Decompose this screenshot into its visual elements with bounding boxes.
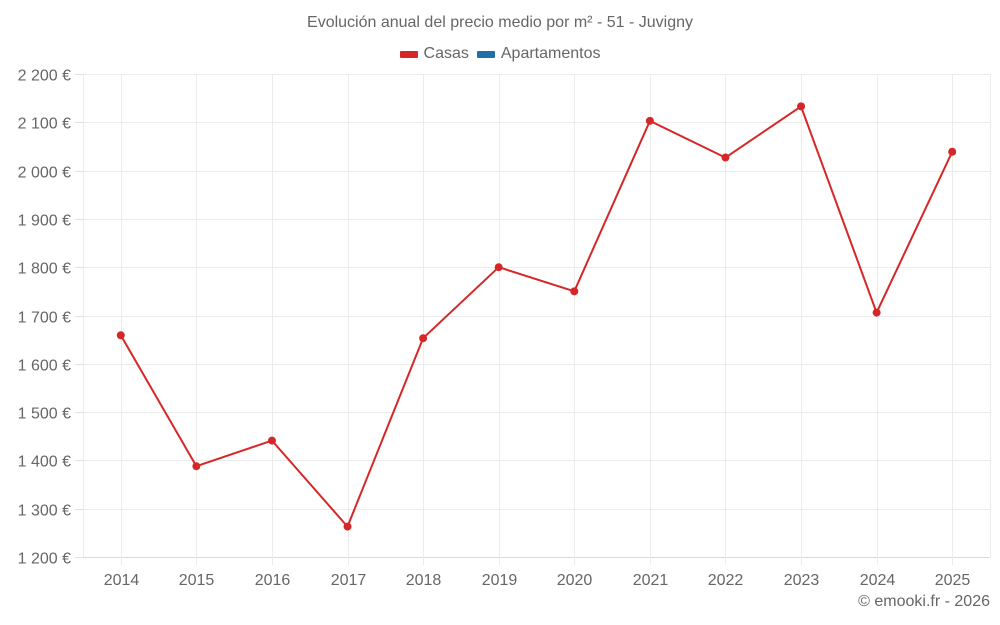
legend-swatch-apartamentos xyxy=(476,50,495,58)
x-tick-label: 2018 xyxy=(406,572,442,589)
y-tick-label: 2 000 € xyxy=(18,165,71,182)
x-tick-label: 2022 xyxy=(708,572,744,589)
grid xyxy=(75,74,991,565)
x-tick-label: 2017 xyxy=(331,572,367,589)
y-tick-label: 1 800 € xyxy=(18,261,71,278)
data-point[interactable] xyxy=(948,147,957,156)
data-point[interactable] xyxy=(267,436,276,445)
y-tick-label: 1 700 € xyxy=(18,310,71,327)
series-line xyxy=(119,105,954,528)
y-tick-label: 1 600 € xyxy=(18,358,71,375)
y-tick-label: 2 100 € xyxy=(18,116,71,133)
legend-item-apartamentos[interactable]: Apartamentos xyxy=(476,45,601,63)
chart-title: Evolución anual del precio medio por m² … xyxy=(307,14,693,31)
y-tick-label: 1 900 € xyxy=(18,213,71,230)
x-tick-label: 2015 xyxy=(179,572,215,589)
data-point[interactable] xyxy=(192,462,201,471)
data-point[interactable] xyxy=(116,331,125,340)
data-point[interactable] xyxy=(645,116,654,125)
y-tick-label: 1 400 € xyxy=(18,454,71,471)
x-tick-label: 2016 xyxy=(255,572,291,589)
y-tick-label: 1 200 € xyxy=(18,551,71,568)
data-point[interactable] xyxy=(494,263,503,272)
y-tick-label: 1 500 € xyxy=(18,406,71,423)
y-tick-label: 2 200 € xyxy=(18,68,71,85)
data-point[interactable] xyxy=(419,334,428,343)
legend-item-casas[interactable]: Casas xyxy=(399,45,469,63)
legend-label-casas: Casas xyxy=(423,45,469,62)
legend-swatch-casas xyxy=(399,50,418,58)
x-tick-label: 2021 xyxy=(633,572,669,589)
series-casas xyxy=(116,102,957,531)
copyright-credit: © emooki.fr - 2026 xyxy=(858,593,990,610)
x-tick-label: 2023 xyxy=(784,572,820,589)
legend-label-apartamentos: Apartamentos xyxy=(500,45,601,62)
chart-legend: Casas Apartamentos xyxy=(0,45,1000,63)
data-point[interactable] xyxy=(797,102,806,111)
y-tick-label: 1 300 € xyxy=(18,503,71,520)
x-tick-label: 2025 xyxy=(935,572,971,589)
x-tick-label: 2014 xyxy=(104,572,140,589)
data-point[interactable] xyxy=(872,308,881,317)
x-tick-label: 2019 xyxy=(482,572,518,589)
data-point[interactable] xyxy=(570,287,579,296)
x-tick-label: 2024 xyxy=(860,572,896,589)
x-tick-label: 2020 xyxy=(557,572,593,589)
data-point[interactable] xyxy=(343,522,352,531)
data-point[interactable] xyxy=(721,153,730,162)
